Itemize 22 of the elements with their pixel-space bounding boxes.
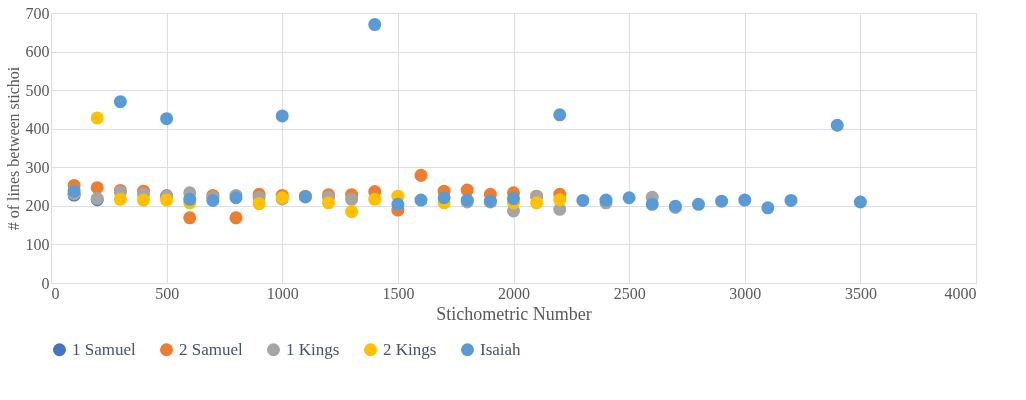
y-tick-label: 300: [25, 158, 50, 176]
legend-label: 1 Samuel: [72, 339, 137, 359]
x-tick-label: 3000: [729, 284, 762, 302]
x-tick-label: 1500: [382, 284, 415, 302]
x-tick-label: 2500: [613, 284, 646, 302]
y-tick-label: 400: [25, 120, 50, 138]
x-tick-label: 500: [155, 284, 180, 302]
legend-label: 1 Kings: [286, 339, 340, 359]
x-tick-label: 2000: [498, 284, 530, 302]
x-axis-title: Stichometric Number: [436, 303, 592, 324]
y-tick-label: 700: [25, 4, 50, 22]
x-tick-label: 4000: [944, 284, 977, 302]
x-tick-label: 1000: [266, 284, 299, 302]
x-tick-label: 3500: [844, 284, 877, 302]
legend-label: Isaiah: [480, 339, 522, 359]
legend-label: 2 Samuel: [179, 339, 244, 359]
y-tick-label: 100: [25, 235, 50, 253]
y-tick-label: 500: [25, 81, 50, 99]
legend-label: 2 Kings: [383, 339, 437, 359]
y-axis-title: # of lines between stichoi: [4, 66, 22, 231]
y-tick-label: 600: [25, 43, 50, 61]
y-tick-label: 200: [25, 197, 50, 215]
